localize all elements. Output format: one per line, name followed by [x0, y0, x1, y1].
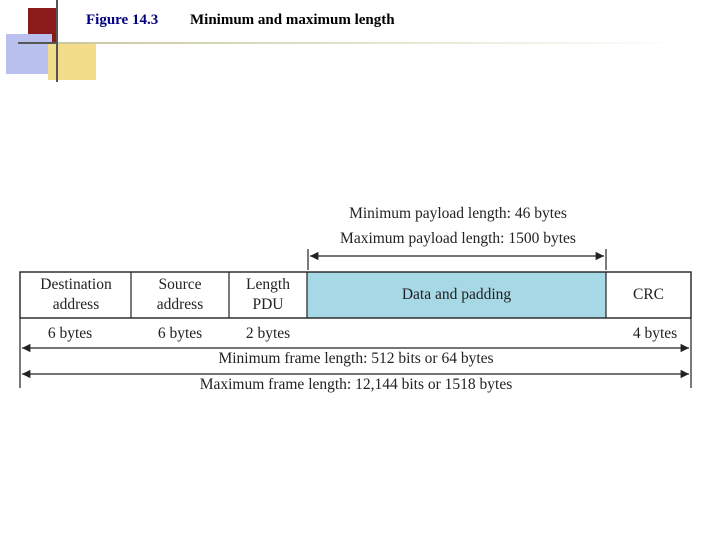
destination-address-field: Destination address	[40, 276, 112, 313]
figure-number: Figure 14.3	[86, 12, 159, 28]
figure-title: Minimum and maximum length	[190, 12, 395, 28]
min-frame-label: Minimum frame length: 512 bits or 64 byt…	[166, 349, 546, 369]
destination-size-label: 6 bytes	[47, 325, 93, 342]
data-field-fill	[307, 272, 606, 318]
max-frame-label: Maximum frame length: 12,144 bits or 151…	[156, 375, 556, 395]
source-size-label: 6 bytes	[157, 325, 203, 342]
length-pdu-field: Length PDU	[246, 276, 290, 313]
slide-decoration	[0, 0, 688, 90]
data-and-padding-field: Data and padding	[401, 286, 512, 303]
max-payload-label: Maximum payload length: 1500 bytes	[300, 229, 616, 249]
length-size-label: 2 bytes	[245, 325, 291, 342]
min-payload-label: Minimum payload length: 46 bytes	[300, 204, 616, 224]
frame-box	[19, 271, 692, 319]
source-address-field: Source address	[156, 276, 204, 313]
crc-size-label: 4 bytes	[632, 325, 678, 342]
crc-field: CRC	[632, 286, 664, 303]
